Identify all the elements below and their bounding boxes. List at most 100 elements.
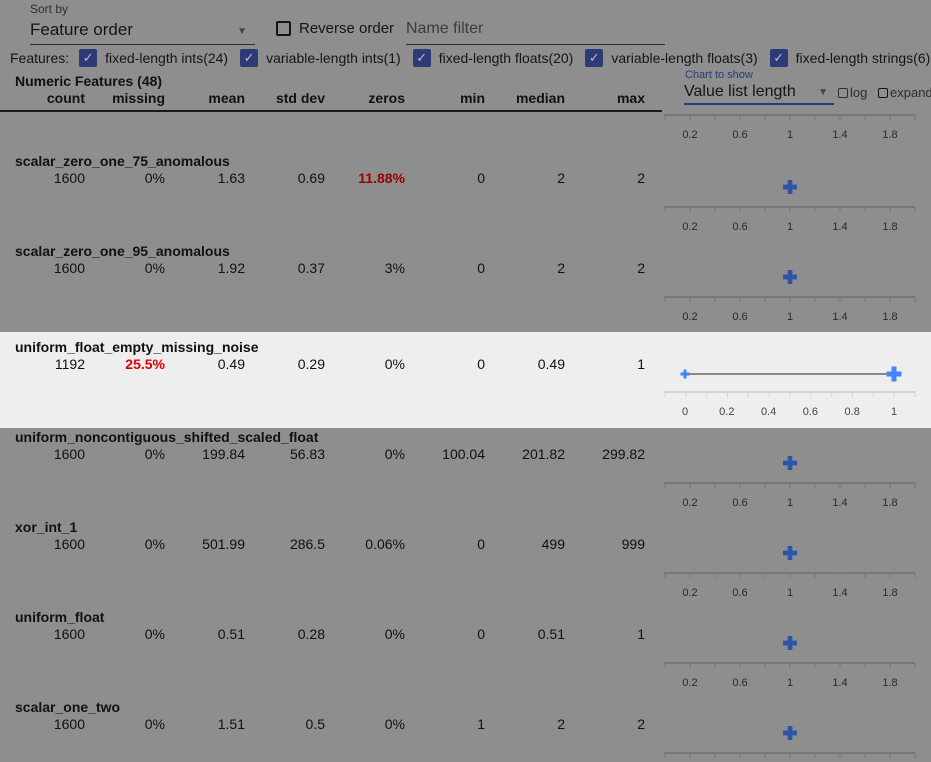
axis-tick-label: 1.4 [832, 497, 847, 509]
axis-tick-label: 0.2 [682, 677, 697, 689]
checkmark-icon: ✓ [585, 49, 604, 67]
cell-max: 1 [637, 626, 645, 642]
features-label: Features: [10, 50, 70, 66]
axis-tick-label: 1.8 [882, 677, 897, 689]
expand-label: expand [890, 85, 931, 100]
feature-filter-checkbox[interactable]: ✓ fixed-length ints(24) [79, 49, 228, 67]
axis-tick-label: 1 [787, 587, 793, 599]
axis-tick-label: 1.4 [832, 129, 847, 141]
cell-max: 999 [621, 536, 645, 552]
cell-missing: 0% [144, 626, 165, 642]
cell-zeros: 0% [384, 716, 405, 732]
cell-zeros: 0% [384, 356, 405, 372]
axis-tick-label: 1 [787, 129, 793, 141]
marker-plus-icon [886, 366, 902, 382]
axis-tick-label: 0.4 [761, 406, 776, 418]
axis-tick-label: 1.8 [882, 497, 897, 509]
axis-tick-label: 1 [787, 677, 793, 689]
cell-min: 0 [477, 536, 485, 552]
cell-mean: 199.84 [202, 446, 245, 462]
feature-name: uniform_float [15, 609, 105, 625]
chart-to-show-value: Value list length [684, 83, 796, 100]
cell-zeros: 0% [384, 446, 405, 462]
cell-missing: 0% [144, 170, 165, 186]
cell-median: 499 [541, 536, 565, 552]
axis-tick-label: 1 [787, 311, 793, 323]
chevron-down-icon: ▼ [818, 87, 828, 98]
feature-name: scalar_zero_one_75_anomalous [15, 153, 230, 169]
cell-std-dev: 286.5 [289, 536, 325, 552]
axis-tick-label: 1.4 [832, 677, 847, 689]
feature-name: uniform_noncontiguous_shifted_scaled_flo… [15, 429, 319, 445]
marker-plus-icon [783, 270, 798, 284]
axis-tick-label: 0 [682, 406, 688, 418]
cell-zeros: 0% [384, 626, 405, 642]
name-filter-input[interactable]: Name filter [406, 20, 665, 45]
cell-max: 1 [637, 356, 645, 372]
cell-mean: 1.63 [217, 170, 245, 186]
chevron-down-icon: ▼ [237, 26, 247, 37]
feature-filter-checkbox[interactable]: ✓ fixed-length floats(20) [412, 49, 573, 67]
reverse-order-label: Reverse order [299, 20, 395, 37]
table-title: Numeric Features (48) [15, 73, 163, 89]
axis-tick-label: 0.2 [682, 587, 697, 599]
feature-filter-label: variable-length floats(3) [611, 50, 758, 66]
cell-min: 0 [477, 260, 485, 276]
checkmark-icon: ✓ [240, 49, 259, 67]
cell-mean: 0.51 [217, 626, 245, 642]
column-header-missing[interactable]: missing [112, 90, 165, 106]
feature-filter-checkbox[interactable]: ✓ variable-length ints(1) [240, 49, 401, 67]
cell-missing: 0% [144, 446, 165, 462]
cell-count: 1600 [53, 170, 85, 186]
reverse-order-checkbox[interactable]: Reverse order [276, 20, 394, 37]
chart-to-show-label: Chart to show [685, 69, 753, 81]
axis-tick-label: 0.2 [682, 311, 697, 323]
marker-plus-icon [783, 546, 798, 561]
log-checkbox[interactable]: log [838, 85, 867, 100]
feature-filter-label: variable-length ints(1) [266, 50, 401, 66]
cell-count: 1600 [53, 716, 85, 732]
cell-std-dev: 0.69 [297, 170, 325, 186]
chart-to-show-dropdown[interactable]: Value list length ▼ [684, 82, 834, 105]
cell-median: 0.51 [537, 626, 565, 642]
cell-std-dev: 56.83 [289, 446, 325, 462]
cell-zeros: 11.88% [358, 170, 405, 186]
axis-tick-label: 1 [787, 221, 793, 233]
checkbox-icon [838, 87, 848, 98]
column-header-min[interactable]: min [460, 90, 485, 106]
column-header-zeros[interactable]: zeros [368, 90, 405, 106]
feature-filter-checkbox[interactable]: ✓ fixed-length strings(6) [769, 49, 931, 67]
column-header-std-dev[interactable]: std dev [275, 90, 325, 106]
feature-filter-checkbox[interactable]: ✓ variable-length floats(3) [585, 49, 758, 67]
checkmark-icon: ✓ [412, 49, 431, 67]
column-header-count[interactable]: count [46, 90, 85, 106]
axis-tick-label: 0.6 [732, 677, 747, 689]
column-header-max[interactable]: max [616, 90, 645, 106]
selected-row-highlight [0, 332, 931, 428]
axis-tick-label: 0.6 [803, 406, 818, 418]
marker-plus-icon [783, 456, 798, 470]
column-header-mean[interactable]: mean [208, 90, 245, 106]
cell-std-dev: 0.37 [297, 260, 325, 276]
checkbox-icon [878, 87, 888, 98]
column-header-median[interactable]: median [515, 90, 565, 106]
cell-max: 299.82 [602, 446, 645, 462]
expand-checkbox[interactable]: expand [878, 85, 931, 100]
feature-filter-label: fixed-length strings(6) [795, 50, 931, 66]
cell-max: 2 [637, 170, 645, 186]
cell-min: 100.04 [442, 446, 485, 462]
cell-mean: 0.49 [217, 356, 245, 372]
cell-missing: 0% [144, 716, 165, 732]
cell-median: 2 [557, 170, 565, 186]
sort-by-dropdown[interactable]: Feature order ▼ [30, 20, 255, 45]
axis-tick-label: 0.6 [732, 129, 747, 141]
cell-std-dev: 0.29 [297, 356, 325, 372]
cell-median: 2 [557, 716, 565, 732]
axis-tick-label: 1 [891, 406, 897, 418]
cell-mean: 1.51 [217, 716, 245, 732]
cell-count: 1600 [53, 446, 85, 462]
axis-tick-label: 1.8 [882, 129, 897, 141]
feature-type-filters: Features: ✓ fixed-length ints(24) ✓ variabl… [10, 49, 930, 67]
axis-tick-label: 0.6 [732, 497, 747, 509]
header-divider [0, 110, 662, 112]
